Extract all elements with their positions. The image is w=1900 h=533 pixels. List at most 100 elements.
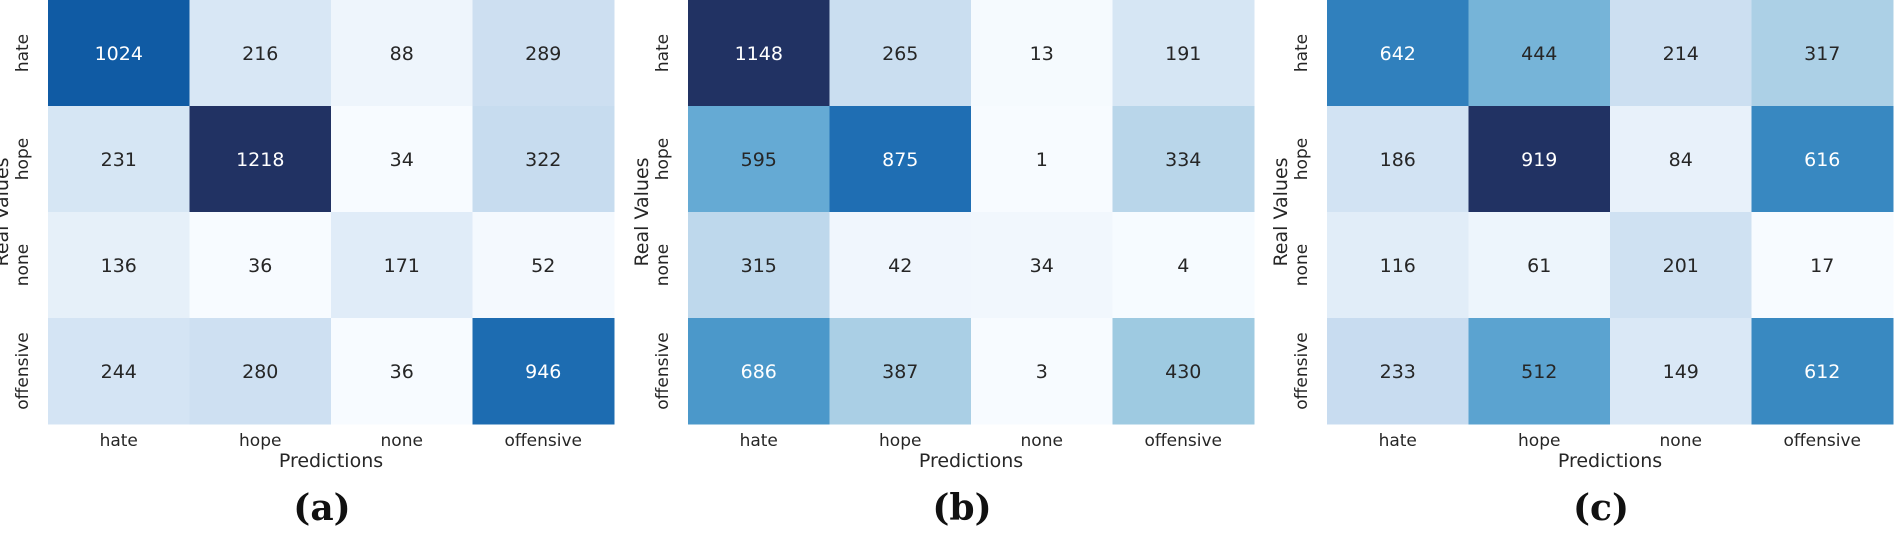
cell-value-label: 612 <box>1804 361 1840 383</box>
heatmap-cell <box>1610 318 1752 425</box>
cell-value-label: 315 <box>741 255 777 277</box>
cell-value-label: 642 <box>1380 43 1416 65</box>
heatmap-cell <box>331 318 473 425</box>
cell-value-label: 186 <box>1380 149 1416 171</box>
x-axis-label: Predictions <box>1558 450 1662 472</box>
heatmap-cell <box>1112 106 1255 213</box>
cell-value-label: 265 <box>882 43 918 65</box>
cell-value-label: 34 <box>1030 255 1054 277</box>
heatmap-cell <box>1112 0 1255 107</box>
cell-value-label: 149 <box>1663 361 1699 383</box>
x-tick-label: offensive <box>1145 431 1222 451</box>
heatmap-cell <box>829 0 972 107</box>
heatmap-cell <box>331 106 473 213</box>
cell-value-label: 42 <box>888 255 912 277</box>
x-tick-label: offensive <box>1784 431 1861 451</box>
cell-value-label: 322 <box>525 149 561 171</box>
y-tick-label: hate <box>13 34 33 72</box>
heatmap-panel-2: 642 444 214 317 186 919 84 616 116 61 201 17 233 512 1… <box>1270 0 1894 529</box>
heatmap-cell <box>1610 0 1752 107</box>
heatmap-cell <box>1468 106 1611 213</box>
heatmap-cell <box>1468 0 1611 107</box>
heatmap-cell <box>688 106 830 213</box>
cell-value-label: 231 <box>101 149 137 171</box>
cell-value-label: 36 <box>248 255 272 277</box>
y-axis-label: Real Values <box>631 157 653 266</box>
cell-value-label: 88 <box>390 43 414 65</box>
y-axis-label: Real Values <box>1270 157 1292 266</box>
heatmap-panel-0: 1024 216 88 289 231 1218 34 322 136 36 171 52 244 280… <box>0 0 615 529</box>
x-tick-label: hate <box>1379 431 1417 451</box>
y-tick-label: hate <box>653 34 673 72</box>
cell-value-label: 280 <box>242 361 278 383</box>
x-tick-label: hope <box>879 431 921 451</box>
x-tick-label: none <box>1660 431 1702 451</box>
cell-value-label: 686 <box>741 361 777 383</box>
heatmap-cell <box>1751 318 1894 425</box>
cell-value-label: 84 <box>1669 149 1693 171</box>
x-tick-label: hate <box>100 431 138 451</box>
heatmap-cell <box>1610 106 1752 213</box>
cell-value-label: 171 <box>384 255 420 277</box>
heatmap-cell <box>189 212 332 319</box>
y-tick-label: offensive <box>1292 332 1312 409</box>
cell-value-label: 201 <box>1663 255 1699 277</box>
cell-value-label: 946 <box>525 361 561 383</box>
panel-label: (a) <box>293 487 350 529</box>
heatmap-cell <box>472 106 615 213</box>
heatmap-cell <box>1327 212 1469 319</box>
cell-value-label: 430 <box>1165 361 1201 383</box>
heatmap-cell <box>1112 212 1255 319</box>
cell-value-label: 244 <box>101 361 137 383</box>
panel-label: (c) <box>1573 487 1629 529</box>
x-tick-label: offensive <box>505 431 582 451</box>
heatmap-cell <box>189 106 332 213</box>
heatmap-cell <box>688 318 830 425</box>
cell-value-label: 334 <box>1165 149 1201 171</box>
cell-value-label: 387 <box>882 361 918 383</box>
cell-value-label: 444 <box>1521 43 1557 65</box>
cell-value-label: 216 <box>242 43 278 65</box>
y-tick-label: hate <box>1292 34 1312 72</box>
heatmap-cell <box>48 0 190 107</box>
heatmap-cell <box>472 318 615 425</box>
cell-value-label: 36 <box>390 361 414 383</box>
heatmap-cell <box>1610 212 1752 319</box>
heatmap-cell <box>1751 106 1894 213</box>
heatmap-cell <box>1751 212 1894 319</box>
heatmap-cell <box>971 106 1113 213</box>
heatmap-cell <box>48 318 190 425</box>
heatmap-cell <box>829 318 972 425</box>
heatmap-cell <box>189 0 332 107</box>
heatmap-cell <box>1327 318 1469 425</box>
cell-value-label: 1148 <box>735 43 783 65</box>
x-tick-label: hate <box>740 431 778 451</box>
cell-value-label: 17 <box>1810 255 1834 277</box>
heatmap-cell <box>1468 318 1611 425</box>
heatmap-cell <box>688 0 830 107</box>
x-axis-label: Predictions <box>919 450 1023 472</box>
cell-value-label: 116 <box>1380 255 1416 277</box>
y-tick-label: none <box>653 244 673 286</box>
heatmap-panel-1: 1148 265 13 191 595 875 1 334 315 42 34 4 686 387 3 430… <box>631 0 1255 529</box>
x-tick-label: none <box>381 431 423 451</box>
heatmap-cell <box>1751 0 1894 107</box>
cell-value-label: 34 <box>390 149 414 171</box>
cell-value-label: 289 <box>525 43 561 65</box>
y-tick-label: hope <box>653 138 673 180</box>
x-tick-label: hope <box>1518 431 1560 451</box>
heatmap-cell <box>829 106 972 213</box>
heatmap-cell <box>472 0 615 107</box>
heatmap-cell <box>1112 318 1255 425</box>
cell-value-label: 52 <box>531 255 555 277</box>
heatmap-cell <box>48 212 190 319</box>
x-axis-label: Predictions <box>279 450 383 472</box>
y-tick-label: none <box>1292 244 1312 286</box>
cell-value-label: 13 <box>1030 43 1054 65</box>
heatmap-cell <box>829 212 972 319</box>
cell-value-label: 616 <box>1804 149 1840 171</box>
heatmap-cell <box>688 212 830 319</box>
cell-value-label: 136 <box>101 255 137 277</box>
y-tick-label: offensive <box>653 332 673 409</box>
